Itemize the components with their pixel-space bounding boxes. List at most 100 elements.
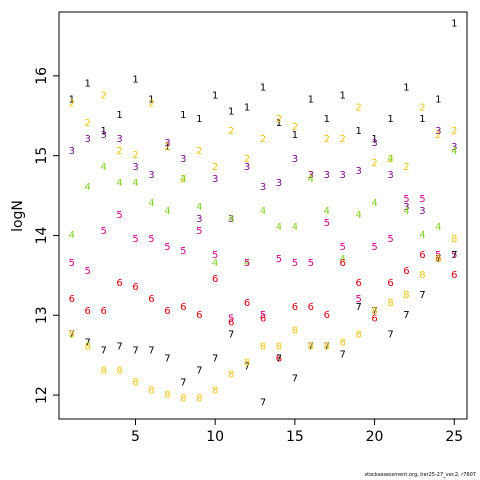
- data-point-series-5: 5: [164, 242, 170, 253]
- data-point-series-1: 1: [244, 102, 250, 113]
- data-point-series-7: 7: [244, 362, 250, 373]
- y-tick-label: 12: [34, 386, 50, 404]
- data-point-series-1: 1: [355, 126, 361, 137]
- data-point-series-8: 8: [100, 366, 106, 377]
- data-point-series-5: 5: [355, 294, 361, 305]
- data-point-series-7: 7: [403, 310, 409, 321]
- data-point-series-3: 3: [340, 170, 346, 181]
- data-point-series-1: 1: [85, 78, 91, 89]
- data-point-series-5: 5: [340, 242, 346, 253]
- x-tick-label: 25: [445, 429, 463, 445]
- data-point-series-6: 6: [116, 278, 122, 289]
- data-point-series-8: 8: [292, 326, 298, 337]
- data-point-series-1: 1: [69, 94, 75, 105]
- data-point-series-8: 8: [180, 394, 186, 405]
- data-point-series-2: 2: [435, 130, 441, 141]
- data-point-series-7: 7: [355, 302, 361, 313]
- y-tick-label: 16: [34, 67, 50, 85]
- data-point-series-4: 4: [132, 178, 138, 189]
- data-point-series-5: 5: [196, 226, 202, 237]
- data-point-series-5: 5: [244, 258, 250, 269]
- data-point-series-8: 8: [196, 394, 202, 405]
- data-point-series-3: 3: [371, 138, 377, 149]
- data-point-series-1: 1: [435, 94, 441, 105]
- data-point-series-5: 5: [387, 234, 393, 245]
- data-point-series-2: 2: [180, 174, 186, 185]
- data-point-series-2: 2: [371, 158, 377, 169]
- data-point-series-7: 7: [69, 330, 75, 341]
- data-point-series-6: 6: [276, 354, 282, 365]
- data-point-series-2: 2: [116, 146, 122, 157]
- data-point-series-5: 5: [100, 226, 106, 237]
- data-point-series-5: 5: [451, 250, 457, 261]
- data-point-series-8: 8: [387, 298, 393, 309]
- x-tick-label: 15: [286, 429, 304, 445]
- data-point-series-2: 2: [324, 134, 330, 145]
- data-point-series-7: 7: [100, 346, 106, 357]
- data-point-series-1: 1: [212, 90, 218, 101]
- data-point-series-7: 7: [212, 354, 218, 365]
- data-point-series-2: 2: [69, 98, 75, 109]
- data-point-series-3: 3: [355, 166, 361, 177]
- data-point-series-3: 3: [244, 162, 250, 173]
- data-point-series-1: 1: [387, 114, 393, 125]
- data-point-series-5: 5: [148, 234, 154, 245]
- data-point-series-1: 1: [148, 94, 154, 105]
- data-point-series-3: 3: [100, 130, 106, 141]
- data-point-series-4: 4: [371, 198, 377, 209]
- y-tick-label: 15: [34, 147, 50, 165]
- data-point-series-4: 4: [228, 214, 234, 225]
- data-point-series-8: 8: [228, 370, 234, 381]
- data-point-series-6: 6: [340, 258, 346, 269]
- data-point-series-6: 6: [244, 298, 250, 309]
- data-point-series-7: 7: [276, 354, 282, 365]
- data-point-series-3: 3: [451, 142, 457, 153]
- data-point-series-8: 8: [308, 342, 314, 353]
- data-point-series-7: 7: [164, 354, 170, 365]
- data-point-series-2: 2: [164, 142, 170, 153]
- data-point-series-7: 7: [85, 338, 91, 349]
- data-point-series-7: 7: [419, 290, 425, 301]
- data-point-series-6: 6: [324, 310, 330, 321]
- data-point-series-1: 1: [451, 18, 457, 29]
- data-point-series-1: 1: [276, 118, 282, 129]
- footer-credit: stockassessment.org, her25-27_ver.2, r76…: [364, 472, 476, 478]
- data-point-series-7: 7: [292, 374, 298, 385]
- data-point-series-6: 6: [292, 302, 298, 313]
- data-point-series-4: 4: [276, 222, 282, 233]
- data-point-series-4: 4: [308, 174, 314, 185]
- data-point-series-4: 4: [100, 162, 106, 173]
- data-point-series-7: 7: [451, 250, 457, 261]
- data-point-series-4: 4: [292, 222, 298, 233]
- data-point-series-1: 1: [419, 114, 425, 125]
- data-point-series-5: 5: [116, 210, 122, 221]
- data-point-series-5: 5: [85, 266, 91, 277]
- data-point-series-3: 3: [132, 162, 138, 173]
- data-point-series-4: 4: [419, 230, 425, 241]
- data-point-series-7: 7: [148, 346, 154, 357]
- data-point-series-8: 8: [419, 270, 425, 281]
- data-point-series-2: 2: [308, 170, 314, 181]
- data-point-series-3: 3: [180, 154, 186, 165]
- x-tick-label: 20: [366, 429, 384, 445]
- data-point-series-4: 4: [180, 174, 186, 185]
- data-point-series-5: 5: [69, 258, 75, 269]
- data-point-series-4: 4: [387, 154, 393, 165]
- data-point-series-6: 6: [228, 318, 234, 329]
- data-point-series-4: 4: [244, 258, 250, 269]
- data-point-series-8: 8: [148, 386, 154, 397]
- y-tick-label: 13: [34, 306, 50, 324]
- data-point-series-4: 4: [451, 146, 457, 157]
- data-point-series-4: 4: [148, 198, 154, 209]
- data-point-series-3: 3: [196, 214, 202, 225]
- data-point-series-3: 3: [435, 126, 441, 137]
- data-point-series-2: 2: [403, 162, 409, 173]
- data-point-series-1: 1: [292, 130, 298, 141]
- data-point-series-2: 2: [212, 162, 218, 173]
- data-point-series-6: 6: [132, 282, 138, 293]
- data-point-series-1: 1: [228, 106, 234, 117]
- data-point-series-2: 2: [260, 134, 266, 145]
- data-point-series-1: 1: [324, 114, 330, 125]
